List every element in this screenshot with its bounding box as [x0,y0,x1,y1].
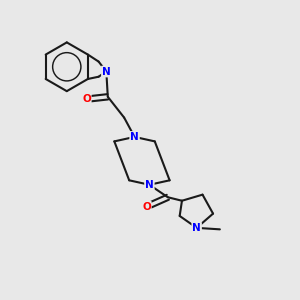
Text: O: O [82,94,91,104]
Text: O: O [142,202,151,212]
Text: N: N [102,67,111,76]
Text: N: N [192,223,201,233]
Text: N: N [130,132,139,142]
Text: N: N [145,180,154,190]
